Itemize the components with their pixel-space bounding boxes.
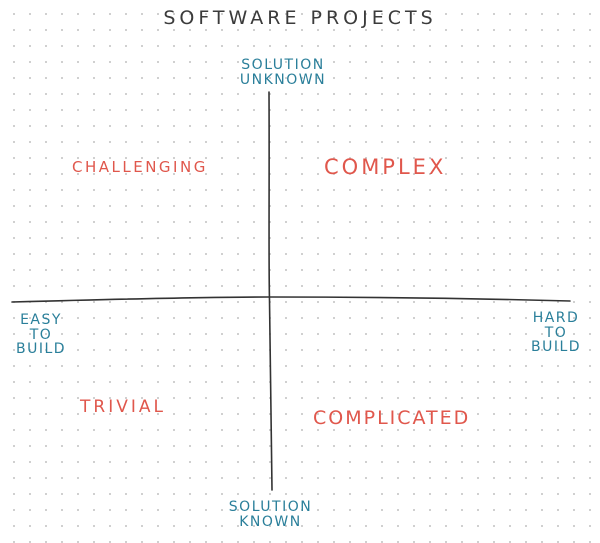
axis-label-left-line3: BUILD — [15, 341, 67, 358]
axis-label-left-line2: TO — [29, 326, 53, 343]
horizontal-axis — [11, 296, 571, 303]
axis-label-bottom: SOLUTION KNOWN — [203, 500, 338, 529]
diagram-title: SOFTWARE PROJECTS — [163, 7, 437, 29]
axis-label-top-line2: UNKNOWN — [239, 71, 327, 88]
quadrant-label-bottom-left: TRIVIAL — [80, 397, 166, 417]
axis-label-left-line1: EASY — [20, 312, 62, 328]
axis-label-bottom-line1: SOLUTION — [228, 499, 313, 515]
axis-label-right-line2: TO — [544, 324, 568, 341]
axis-label-right: HARD TO BUILD — [515, 311, 597, 355]
axis-label-left: EASY TO BUILD — [2, 313, 80, 357]
axis-label-top: SOLUTION UNKNOWN — [218, 58, 348, 87]
axis-label-bottom-line2: KNOWN — [239, 513, 302, 530]
quadrant-label-top-left: CHALLENGING — [72, 158, 208, 176]
quadrant-label-top-right: COMPLEX — [324, 155, 447, 179]
axis-label-right-line3: BUILD — [530, 339, 582, 356]
quadrant-label-bottom-right: COMPLICATED — [313, 407, 471, 429]
axis-label-right-line1: HARD — [532, 310, 580, 326]
vertical-axis — [268, 91, 273, 491]
axis-label-top-line1: SOLUTION — [241, 57, 325, 73]
